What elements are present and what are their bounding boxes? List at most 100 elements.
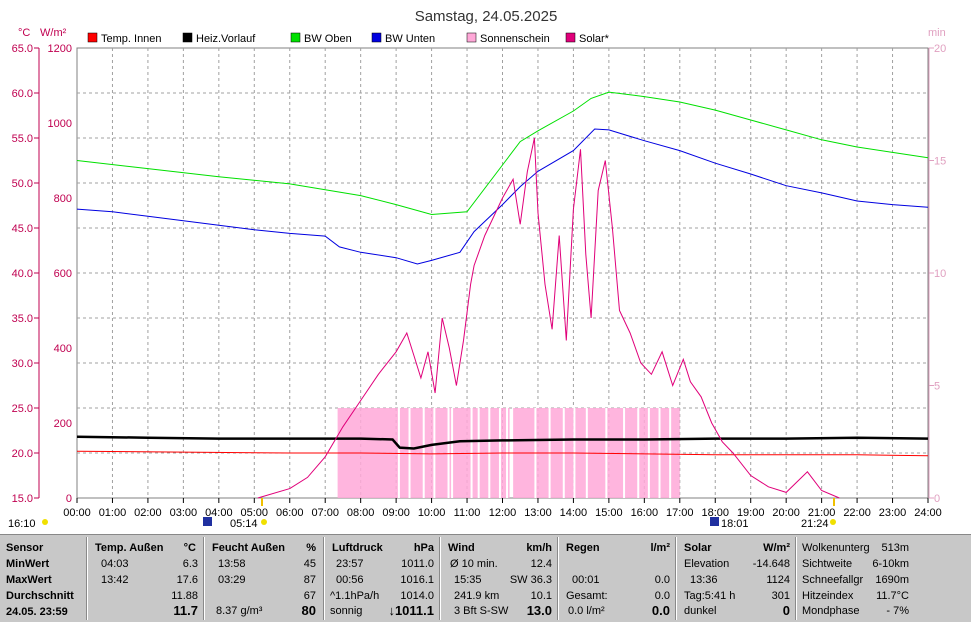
x-tick-label: 17:00 — [666, 507, 694, 519]
x-tick-label: 05:00 — [241, 507, 269, 519]
y-temp-tick-label: 35.0 — [12, 313, 33, 325]
x-tick-label: 23:00 — [879, 507, 907, 519]
x-tick-label: 20:00 — [772, 507, 800, 519]
solar-state: dunkel — [684, 605, 717, 617]
pressure-trend: ^1.1hPa/h — [330, 590, 380, 602]
legend-label: Temp. Innen — [101, 33, 162, 45]
pressure-avg-value: 1014.0 — [400, 590, 434, 602]
sunrise-label: 05:14 — [230, 518, 258, 530]
pressure-forecast: sonnig — [330, 605, 363, 617]
solar-unit: W/m² — [763, 542, 790, 554]
y-temp-tick-label: 45.0 — [12, 223, 33, 235]
cloudbase-value: 513m — [881, 542, 909, 554]
rain-current-value: 0.0 — [651, 603, 670, 618]
solar-current-value: 0 — [782, 603, 790, 618]
solar-avg-value: 301 — [771, 590, 790, 602]
humidity-unit: % — [306, 542, 316, 554]
pressure-min-time: 23:57 — [336, 558, 364, 570]
stats-col-solar: Solar W/m² Elevation -14.648 13:36 1124 Tag… — [678, 535, 794, 622]
stats-col-rain: Regen l/m² 00:01 0.0 Gesamt: 0.0 0.0 l/m² 0.… — [560, 535, 674, 622]
pressure-max-value: 1016.1 — [400, 574, 434, 586]
y-solar-tick-label: 200 — [54, 418, 72, 430]
solar-header: Solar — [684, 542, 712, 554]
y-min-tick-label: 10 — [934, 268, 946, 280]
sunshine-gap — [623, 408, 626, 498]
rain-max-time: 00:01 — [572, 574, 600, 586]
sunshine-gap — [447, 408, 450, 498]
x-tick-label: 10:00 — [418, 507, 446, 519]
x-tick-label: 16:00 — [631, 507, 659, 519]
y-temp-tick-label: 65.0 — [12, 43, 33, 55]
legend-swatch — [87, 32, 98, 43]
temp-min-time: 04:03 — [101, 558, 129, 570]
stats-col-wind: Wind km/h Ø 10 min. 12.4 15:35 SW 36.3 241.… — [442, 535, 556, 622]
sunshine-gap — [658, 408, 661, 498]
row-label-avg: Durchschnitt — [6, 590, 74, 602]
humidity-max-value: 87 — [303, 574, 316, 586]
chart-legend: Temp. Innen Heiz.Vorlauf BW Oben BW Unten So… — [87, 32, 610, 45]
humidity-abs-value: 8.37 g/m³ — [216, 605, 263, 617]
visibility-label: Sichtweite — [802, 558, 853, 570]
stats-col-pressure: Luftdruck hPa 23:57 1011.0 00:56 1016.1 ^1.… — [326, 535, 438, 622]
sunshine-gap — [433, 408, 436, 498]
legend-swatch — [290, 32, 301, 43]
sun-icon — [261, 519, 267, 525]
sunshine-gap — [647, 408, 650, 498]
stats-col-sensor: Sensor MinWert MaxWert Durchschnitt 24.0… — [0, 535, 86, 622]
temp-header: Temp. Außen — [95, 542, 164, 554]
sun-markers: 16:10 05:14 18:01 21:24 — [8, 498, 836, 530]
pressure-current-value: ↓1011.1 — [388, 603, 434, 618]
y-min-tick-label: 5 — [934, 381, 940, 393]
rain-total-label: Gesamt: — [566, 590, 608, 602]
temp-max-time: 13:42 — [101, 574, 129, 586]
left-unit-label: °C — [18, 27, 30, 39]
row-label-max: MaxWert — [6, 574, 52, 586]
sun-icon — [42, 519, 48, 525]
pressure-unit: hPa — [413, 542, 434, 554]
x-tick-label: 04:00 — [205, 507, 233, 519]
rain-total-value: 0.0 — [654, 590, 670, 602]
stats-col-humidity: Feucht Außen% 13:58 45 03:29 87 67 8.37 g/… — [206, 535, 322, 622]
series-line-bwunten — [76, 128, 929, 265]
heatindex-label: Hitzeindex — [802, 590, 854, 602]
y-solar-tick-label: 600 — [54, 268, 72, 280]
x-tick-label: 24:00 — [914, 507, 942, 519]
solar-elevation-label: Elevation — [684, 558, 730, 570]
solar-elevation-value: -14.648 — [752, 558, 790, 570]
temp-current-value: 11.7 — [173, 603, 198, 618]
y-temp-tick-label: 40.0 — [12, 268, 33, 280]
humidity-min-time: 13:58 — [218, 558, 246, 570]
y-temp-tick-label: 30.0 — [12, 358, 33, 370]
stats-panel: Sensor MinWert MaxWert Durchschnitt 24.0… — [0, 534, 971, 622]
wind-avg-label: Ø 10 min. — [450, 558, 498, 570]
stats-col-temp: Temp. Außen °C 04:03 6.3 13:42 17.6 11.88 1… — [89, 535, 202, 622]
x-tick-label: 21:00 — [808, 507, 836, 519]
legend-label: BW Oben — [304, 33, 352, 45]
y-solar-tick-label: 800 — [54, 193, 72, 205]
x-tick-label: 06:00 — [276, 507, 304, 519]
x-tick-label: 02:00 — [134, 507, 162, 519]
wind-unit: km/h — [526, 542, 552, 554]
x-tick-label: 15:00 — [595, 507, 623, 519]
y-solar-tick-label: 1000 — [48, 118, 72, 130]
x-tick-label: 00:00 — [63, 507, 91, 519]
series-line-bwoben — [76, 91, 929, 216]
legend-label: Solar* — [579, 33, 610, 45]
left2-unit-label: W/m² — [40, 27, 67, 39]
humidity-avg-value: 67 — [303, 590, 316, 602]
pressure-max-time: 00:56 — [336, 574, 364, 586]
x-tick-label: 08:00 — [347, 507, 375, 519]
cloudbase-label: Wolkenunterg — [802, 542, 870, 554]
temp-unit: °C — [183, 542, 196, 554]
wind-avg-value: 12.4 — [530, 558, 552, 570]
y-solar-tick-label: 0 — [66, 493, 72, 505]
legend-swatch — [182, 32, 193, 43]
sunset-label: 18:01 — [721, 518, 749, 530]
stats-col-extra: Wolkenunterg 513m Sichtweite 6-10km Schnee… — [798, 535, 971, 622]
x-tick-label: 07:00 — [311, 507, 339, 519]
series-line-tempinnen — [76, 450, 929, 457]
y-temp-tick-label: 55.0 — [12, 133, 33, 145]
y-temp-tick-label: 25.0 — [12, 403, 33, 415]
weather-chart: 00:00 01:00 02:00 03:00 04:00 05:00 06:00 07:00… — [8, 8, 946, 530]
sunshine-gap — [637, 408, 640, 498]
